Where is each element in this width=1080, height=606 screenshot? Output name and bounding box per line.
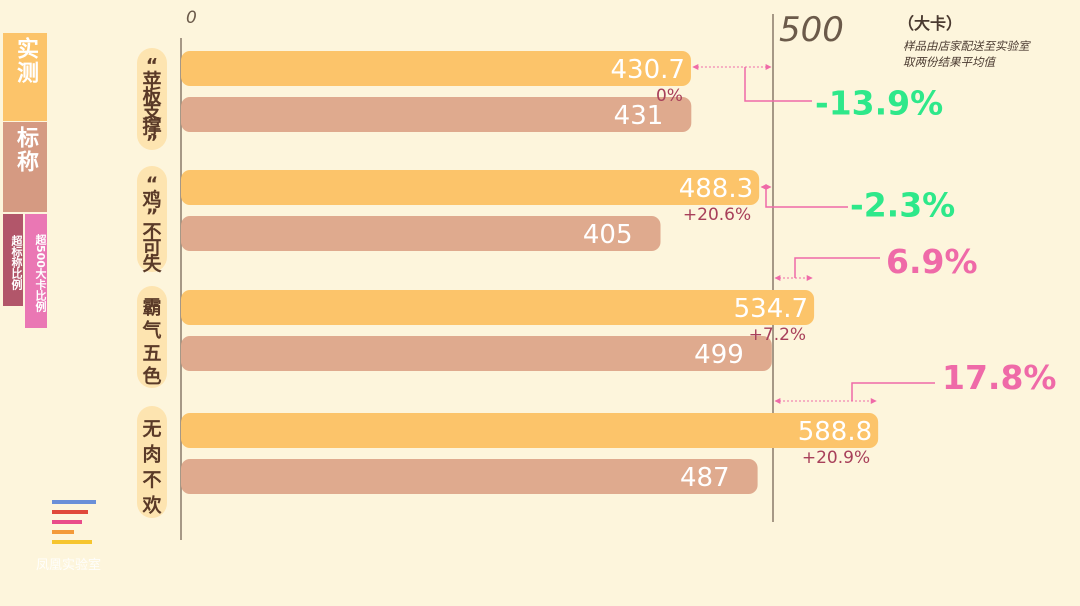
over-500-connector [851,382,935,401]
category-label-char: 撑 [142,115,161,138]
category-label-char: ” [146,131,159,153]
legend-nominal: 标称 [3,122,47,212]
category-label-char: “ [146,55,159,77]
category-badge [137,406,167,518]
measured-bar [181,413,879,448]
legend-over-500: 超500大卡比例 [25,214,47,328]
nominal-value-label: 431 [614,101,664,131]
logo-icon [52,500,96,544]
over-500-value-label: -13.9% [815,84,943,123]
measured-value-label: 534.7 [734,294,808,324]
measured-bar [181,51,691,86]
axis-tick-500: 500 [779,10,844,50]
nominal-bar [181,97,692,132]
unit-label: （大卡） [898,14,963,33]
category-label-char: 不 [142,221,161,243]
legend-nominal-label: 标称 [13,126,38,174]
measured-value-label: 430.7 [611,55,685,85]
category-label-char: “ [146,173,159,195]
category-label-char: 色 [142,365,161,388]
category-label-char: 苹 [142,69,161,92]
nominal-value-label: 499 [694,340,744,370]
category-badge [137,286,167,388]
measured-bar [181,170,760,205]
nominal-bar [181,459,758,494]
over-500-connector [794,257,880,278]
legend-over-500-label: 超500大卡比例 [34,234,47,312]
category-label-char: 失 [142,252,162,275]
over-500-value-label: 6.9% [886,242,978,281]
category-label-char: 五 [142,343,161,365]
nominal-value-label: 405 [583,220,633,250]
nominal-value-label: 487 [680,463,730,493]
legend-measured: 实测 [3,33,47,121]
legend-over-nominal-label: 超标称比例 [10,234,23,290]
category-label-char: ” [146,205,159,227]
category-badge [137,48,167,150]
legend-over-nominal: 超标称比例 [3,214,23,306]
category-label-char: 不 [142,469,161,491]
category-badge [137,166,167,272]
legend-measured-label: 实测 [13,37,38,85]
measured-value-label: 588.8 [798,417,872,447]
category-label-char: 无 [142,418,161,440]
category-label-char: 板 [142,84,162,107]
over-500-connector [744,67,812,102]
over-500-value-label: -2.3% [850,186,955,225]
category-label-char: 气 [141,319,161,342]
category-label-char: 欢 [141,493,162,516]
nominal-bar [181,216,661,251]
logo-text: 凤凰实验室 [36,558,102,573]
over-nominal-label: +20.9% [802,448,870,468]
over-nominal-label: 0% [656,86,683,106]
category-label-char: 肉 [142,442,161,465]
nominal-bar [181,336,772,371]
category-label-char: 可 [142,237,161,259]
sample-note: 样品由店家配送至实验室 取两份结果平均值 [903,39,1030,69]
over-nominal-label: +20.6% [683,205,751,225]
measured-bar [181,290,815,325]
category-label-char: 鸡 [141,188,161,211]
measured-value-label: 488.3 [679,174,753,204]
over-500-connector [765,187,848,208]
over-nominal-label: +7.2% [749,325,806,345]
axis-tick-0: 0 [186,8,197,28]
over-500-value-label: 17.8% [942,358,1057,397]
category-label-char: 支 [141,101,162,123]
category-label-char: 霸 [142,297,161,319]
